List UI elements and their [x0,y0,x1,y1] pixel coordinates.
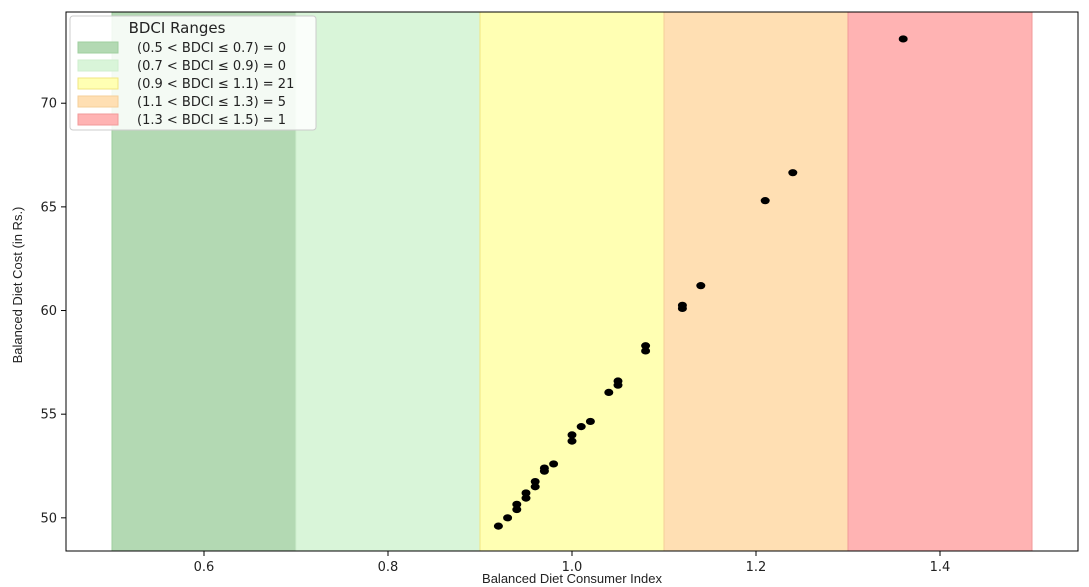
y-axis-ticks: 50 55 60 65 70 [40,97,66,526]
y-tick-label: 70 [40,97,57,112]
data-point-5 [521,494,531,502]
legend-swatch-3 [77,77,119,90]
data-point-7 [530,483,540,491]
y-tick-label: 50 [40,511,57,526]
data-point-4 [512,500,522,508]
x-tick-label: 1.0 [562,560,583,575]
data-point-24 [760,197,770,205]
data-point-15 [585,417,595,426]
data-point-16 [604,388,614,397]
data-point-20 [641,342,651,350]
range-band-3 [479,11,665,552]
range-band-5 [847,11,1033,552]
data-point-19 [641,347,651,355]
legend-swatch-5 [77,113,119,126]
legend-label-5: (1.3 < BDCI ≤ 1.5) = 1 [137,113,286,128]
legend-swatch-2 [77,59,119,72]
legend-label-4: (1.1 < BDCI ≤ 1.3) = 5 [137,95,286,110]
range-band-4 [663,11,849,552]
x-tick-label: 0.8 [378,560,399,575]
data-points [493,35,908,530]
data-point-10 [539,464,549,472]
legend-label-2: (0.7 < BDCI ≤ 0.9) = 0 [137,59,286,74]
y-tick-label: 65 [40,200,57,215]
y-axis-label: Balanced Diet Cost (in Rs.) [10,207,25,364]
range-band-2 [295,11,481,552]
data-point-6 [521,489,531,497]
x-axis-ticks: 0.6 0.8 1.0 1.2 1.4 [194,551,951,575]
y-tick-label: 55 [40,408,57,423]
x-tick-label: 1.4 [930,560,951,575]
data-point-12 [567,437,577,445]
legend-swatch-1 [77,41,119,54]
x-tick-label: 1.2 [746,560,767,575]
data-point-25 [788,169,798,177]
data-point-1 [493,522,503,530]
data-point-18 [613,377,623,385]
legend-swatch-4 [77,95,119,108]
legend-label-1: (0.5 < BDCI ≤ 0.7) = 0 [137,41,286,56]
x-axis-label: Balanced Diet Consumer Index [482,571,662,586]
data-point-14 [576,423,586,431]
data-point-22 [677,301,687,309]
legend-label-3: (0.9 < BDCI ≤ 1.1) = 21 [137,77,294,92]
legend-title: BDCI Ranges [129,19,226,37]
data-point-2 [503,514,513,522]
x-tick-label: 0.6 [194,560,215,575]
data-point-26 [898,35,908,43]
data-point-11 [549,460,559,468]
data-point-3 [512,505,522,514]
legend-entries: (0.5 < BDCI ≤ 0.7) = 0 (0.7 < BDCI ≤ 0.9)… [77,41,294,128]
legend-box [69,15,317,131]
data-point-8 [530,477,540,486]
bdci-range-bands [111,11,1033,552]
data-point-13 [567,431,577,439]
legend: BDCI Ranges (0.5 < BDCI ≤ 0.7) = 0 (0.7 <… [69,15,317,131]
data-point-23 [696,282,706,290]
y-tick-label: 60 [40,304,57,319]
